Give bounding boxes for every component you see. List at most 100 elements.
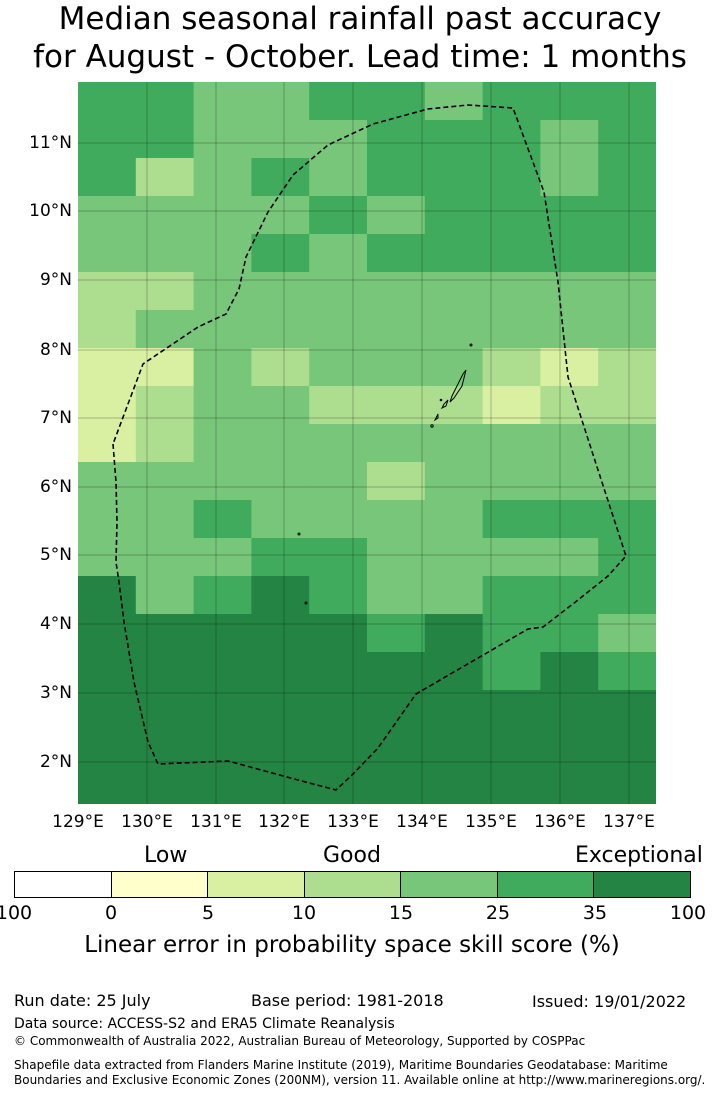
map-grid-cell xyxy=(424,728,484,767)
map-grid-cell xyxy=(367,652,426,691)
skill-map xyxy=(78,82,656,804)
map-grid-cell xyxy=(540,82,599,121)
map-grid-cell xyxy=(135,196,195,235)
map-grid-cell xyxy=(309,728,368,767)
map-grid-cell xyxy=(193,614,252,653)
map-grid-cell xyxy=(135,652,195,691)
colorbar-tick: 0 xyxy=(104,902,118,924)
map-grid-cell xyxy=(78,310,137,349)
map-grid-cell xyxy=(482,424,541,463)
island-tobi xyxy=(304,601,308,605)
map-grid-cell xyxy=(367,234,426,273)
map-grid-cell xyxy=(193,424,252,463)
map-grid-cell xyxy=(367,272,426,311)
map-grid-cell xyxy=(598,690,656,729)
map-grid-cell xyxy=(251,386,310,425)
map-grid-cell xyxy=(598,500,656,539)
map-grid-cell xyxy=(482,500,541,539)
map-grid-cell xyxy=(78,120,137,159)
category-good: Good xyxy=(323,843,381,868)
map-grid-cell xyxy=(251,310,310,349)
map-grid-cell xyxy=(78,348,137,387)
map-grid-cell xyxy=(598,652,656,691)
map-grid-cell xyxy=(251,158,310,197)
map-grid-cell xyxy=(482,158,541,197)
colorbar xyxy=(14,871,691,898)
map-grid-cell xyxy=(309,82,368,121)
map-grid-cell xyxy=(78,500,137,539)
map-grid-cell xyxy=(135,310,195,349)
map-grid-cell xyxy=(482,576,541,615)
map-grid-cell xyxy=(78,690,137,729)
base-period: Base period: 1981-2018 xyxy=(251,991,444,1010)
map-grid-cell xyxy=(78,158,137,197)
map-grid-cell xyxy=(367,728,426,767)
map-grid-cell xyxy=(251,500,310,539)
island-ngeruangel xyxy=(439,398,443,402)
category-low: Low xyxy=(144,843,188,868)
map-grid-cell xyxy=(598,234,656,273)
lat-label-8n: 8°N xyxy=(39,340,72,360)
map-grid-cell xyxy=(78,614,137,653)
map-grid-cell xyxy=(424,462,484,501)
map-grid-cell xyxy=(309,462,368,501)
map-grid-cell xyxy=(367,614,426,653)
map-grid-cell xyxy=(309,158,368,197)
map-grid-cell xyxy=(251,652,310,691)
lon-label-132e: 132°E xyxy=(258,812,310,832)
map-grid-cell xyxy=(424,196,484,235)
map-grid-cell xyxy=(540,728,599,767)
map-grid-cell xyxy=(598,766,656,804)
map-grid-cell xyxy=(251,272,310,311)
map-grid-cell xyxy=(598,614,656,653)
map-grid-cell xyxy=(78,234,137,273)
map-grid-cell xyxy=(424,766,484,804)
map-grid-cell xyxy=(193,500,252,539)
map-grid-cell xyxy=(193,272,252,311)
map-grid-cell xyxy=(135,158,195,197)
map-grid-cell xyxy=(193,652,252,691)
map-grid-cell xyxy=(309,386,368,425)
map-grid-cell xyxy=(251,196,310,235)
map-grid-cell xyxy=(540,614,599,653)
map-grid-cell xyxy=(309,234,368,273)
map-grid-cell xyxy=(367,576,426,615)
map-grid-cell xyxy=(193,348,252,387)
category-exceptional: Exceptional xyxy=(575,843,703,868)
map-grid-cell xyxy=(78,576,137,615)
colorbar-tick: 10 xyxy=(291,902,317,924)
map-grid-cell xyxy=(367,462,426,501)
map-grid-cell xyxy=(251,348,310,387)
lat-label-5n: 5°N xyxy=(39,545,72,565)
map-grid-cell xyxy=(251,766,310,804)
map-grid-cell xyxy=(135,120,195,159)
shapefile-credit-line-2: Boundaries and Exclusive Economic Zones … xyxy=(14,1073,706,1087)
map-grid-cell xyxy=(482,272,541,311)
map-grid-cell xyxy=(598,386,656,425)
map-grid-cell xyxy=(598,272,656,311)
map-grid-cell xyxy=(540,386,599,425)
palau-islands xyxy=(297,343,473,605)
map-grid-cell xyxy=(424,234,484,273)
map-grid-cell xyxy=(424,690,484,729)
map-grid-cell xyxy=(598,196,656,235)
title-line-2: for August - October. Lead time: 1 month… xyxy=(33,39,687,75)
map-grid-cell xyxy=(367,386,426,425)
lat-label-11n: 11°N xyxy=(29,133,72,153)
map-grid-cell xyxy=(540,652,599,691)
map-grid-cell xyxy=(193,576,252,615)
map-grid-cell xyxy=(424,500,484,539)
map-grid-cell xyxy=(598,82,656,121)
map-grid-cell xyxy=(424,424,484,463)
colorbar-tick: 5 xyxy=(201,902,215,924)
map-grid-cell xyxy=(482,82,541,121)
colorbar-segment xyxy=(111,872,209,897)
map-grid-cell xyxy=(309,424,368,463)
lon-label-137e: 137°E xyxy=(603,812,655,832)
map-grid-cell xyxy=(135,728,195,767)
map-grid-cell xyxy=(135,538,195,577)
map-grid-cell xyxy=(135,386,195,425)
map-grid-cell xyxy=(540,424,599,463)
map-gridlines xyxy=(78,82,656,804)
lat-label-9n: 9°N xyxy=(39,270,72,290)
